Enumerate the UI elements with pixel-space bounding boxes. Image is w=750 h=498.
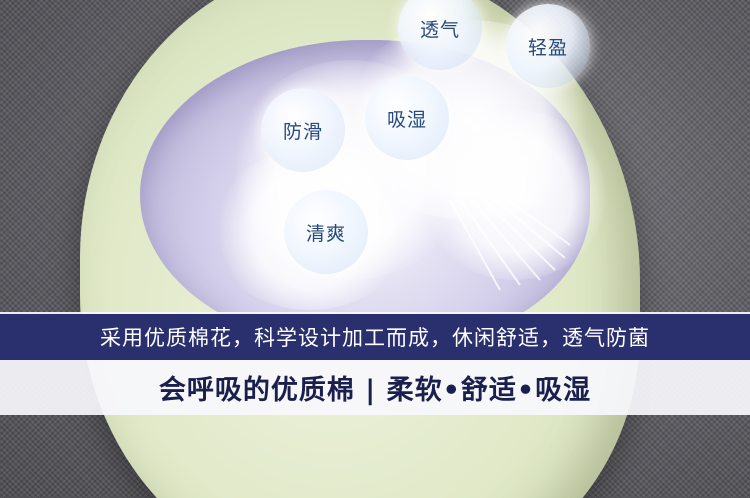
caption-headline: 会呼吸的优质棉 | 柔软•舒适•吸湿 — [158, 374, 592, 406]
feature-label: 吸湿 — [386, 108, 427, 131]
feature-label: 透气 — [419, 18, 460, 41]
feature-bubble-light: 轻盈 — [506, 4, 590, 88]
feature-bubble-anti-slip: 防滑 — [261, 88, 345, 172]
feature-bubble-breathable: 透气 — [398, 0, 482, 70]
caption-description: 采用优质棉花，科学设计加工而成，休闲舒适，透气防菌 — [0, 314, 750, 360]
feature-label: 防滑 — [282, 120, 323, 143]
feature-bubble-fresh: 清爽 — [284, 190, 368, 274]
feature-label: 轻盈 — [527, 36, 568, 59]
feature-bubble-absorbent: 吸湿 — [365, 76, 449, 160]
feature-label: 清爽 — [305, 222, 346, 245]
